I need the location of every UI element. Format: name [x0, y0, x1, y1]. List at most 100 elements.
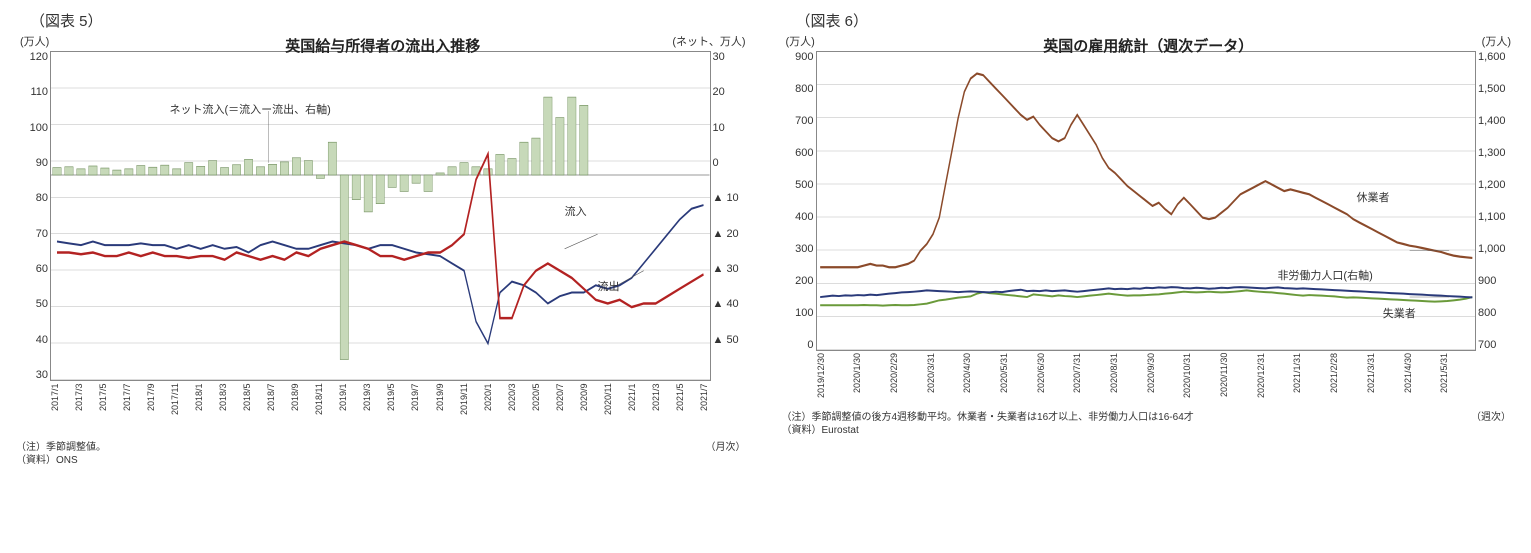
chart6-ytick-left: 300 — [778, 243, 814, 255]
chart5-xtick — [567, 383, 579, 439]
chart5-xtick: 2021/7 — [699, 383, 711, 439]
chart5-xtick — [110, 383, 122, 439]
chart5-xtick: 2019/1 — [338, 383, 350, 439]
chart5-footer: （注）季節調整値。 （資料）ONS （月次） — [10, 441, 756, 467]
chart5-xtick: 2019/7 — [410, 383, 422, 439]
chart6-left-unit: (万人) — [786, 33, 815, 49]
chart6-svg — [817, 52, 1476, 350]
chart5-ytick-left: 80 — [12, 192, 48, 204]
chart5-ytick-right: ▲ 20 — [713, 228, 754, 240]
chart5-left-unit: (万人) — [20, 33, 49, 49]
chart5-xtick: 2017/3 — [74, 383, 86, 439]
chart5-xtick: 2018/7 — [266, 383, 278, 439]
chart6-ytick-left: 0 — [778, 339, 814, 351]
chart6-xtick: 2021/2/28 — [1329, 353, 1366, 409]
chart5-xtick — [615, 383, 627, 439]
chart5-panel: （図表 5） 英国給与所得者の流出入推移 (万人) (ネット、万人) 12011… — [10, 10, 756, 467]
chart6-xtick: 2020/1/30 — [852, 353, 889, 409]
chart6-ytick-left: 800 — [778, 83, 814, 95]
chart5-xtick — [543, 383, 555, 439]
chart5-ytick-right: ▲ 10 — [713, 192, 754, 204]
chart5-xtick — [278, 383, 290, 439]
chart5-svg — [51, 52, 710, 380]
chart5-xtick — [302, 383, 314, 439]
chart5-xtick — [495, 383, 507, 439]
chart5-right-unit: (ネット、万人) — [672, 33, 745, 49]
chart6-plot-row: 9008007006005004003002001000 休業者非労働力人口(右… — [776, 51, 1522, 351]
chart5-ytick-right: ▲ 50 — [713, 334, 754, 346]
chart5-xtick — [398, 383, 410, 439]
chart5-xtick — [422, 383, 434, 439]
chart6-xtick: 2020/12/31 — [1256, 353, 1293, 409]
chart6-xtick: 2020/6/30 — [1036, 353, 1073, 409]
chart6-xtick: 2021/4/30 — [1403, 353, 1440, 409]
chart5-plot-row: 12011010090807060504030 ネット流入(＝流入ー流出、右軸)… — [10, 51, 756, 381]
chart6-xtick: 2021/5/31 — [1439, 353, 1476, 409]
chart6-footer: （注）季節調整値の後方4週移動平均。休業者・失業者は16才以上、非労働力人口は1… — [776, 411, 1522, 437]
chart6-title: 英国の雇用統計（週次データ） — [1043, 35, 1253, 56]
chart5-xtick: 2017/9 — [146, 383, 158, 439]
chart5-xtick: 2020/9 — [579, 383, 591, 439]
chart5-ytick-left: 60 — [12, 263, 48, 275]
chart5-xtick: 2018/3 — [218, 383, 230, 439]
chart5-xtick: 2021/1 — [627, 383, 639, 439]
chart6-foot-freq: （週次） — [1471, 411, 1521, 437]
chart5-foot-freq: （月次） — [706, 441, 756, 467]
chart6-xtick: 2020/10/31 — [1182, 353, 1219, 409]
chart5-xtick: 2018/5 — [242, 383, 254, 439]
chart6-plot-area: 休業者非労働力人口(右軸)失業者 — [816, 51, 1477, 351]
chart5-xtick: 2017/5 — [98, 383, 110, 439]
chart5-ytick-left: 40 — [12, 334, 48, 346]
chart6-xtick: 2020/5/31 — [999, 353, 1036, 409]
chart5-yaxis-left: 12011010090807060504030 — [10, 51, 50, 381]
chart6-xtick: 2020/7/31 — [1072, 353, 1109, 409]
chart5-ytick-left: 90 — [12, 157, 48, 169]
chart5-xtick: 2020/11 — [603, 383, 615, 439]
chart5-xtick — [591, 383, 603, 439]
chart6-xtick: 2021/3/31 — [1366, 353, 1403, 409]
chart6-ytick-left: 900 — [778, 51, 814, 63]
chart5-ytick-right: 10 — [713, 122, 754, 134]
chart6-foot-note: （注）季節調整値の後方4週移動平均。休業者・失業者は16才以上、非労働力人口は1… — [782, 411, 1194, 424]
chart5-ytick-left: 110 — [12, 86, 48, 98]
chart5-xtick: 2018/11 — [314, 383, 326, 439]
chart6-ytick-right: 1,600 — [1478, 51, 1519, 63]
chart6-figure-label: （図表 6） — [776, 10, 1522, 31]
chart5-xtick — [206, 383, 218, 439]
chart5-ytick-left: 120 — [12, 51, 48, 63]
chart6-ytick-right: 1,000 — [1478, 243, 1519, 255]
chart6-ytick-right: 1,200 — [1478, 179, 1519, 191]
chart6-ytick-right: 1,100 — [1478, 211, 1519, 223]
chart6-ytick-left: 100 — [778, 307, 814, 319]
chart6-xtick: 2020/11/30 — [1219, 353, 1256, 409]
chart5-xtick — [62, 383, 74, 439]
chart5-xtick: 2019/11 — [459, 383, 471, 439]
chart6-xtick: 2020/4/30 — [962, 353, 999, 409]
chart5-ytick-left: 50 — [12, 298, 48, 310]
chart5-xtick: 2019/5 — [386, 383, 398, 439]
chart5-xtick — [471, 383, 483, 439]
chart6-xtick: 2020/8/31 — [1109, 353, 1146, 409]
chart5-ytick-right: 30 — [713, 51, 754, 63]
chart6-xtick: 2019/12/30 — [816, 353, 853, 409]
chart6-xtick: 2020/9/30 — [1146, 353, 1183, 409]
chart5-xtick — [687, 383, 699, 439]
chart6-container: 英国の雇用統計（週次データ） (万人) (万人) 900800700600500… — [776, 33, 1522, 437]
chart5-xtick — [134, 383, 146, 439]
chart6-ytick-left: 500 — [778, 179, 814, 191]
chart5-xtick — [374, 383, 386, 439]
chart5-xtick: 2017/7 — [122, 383, 134, 439]
chart5-xtick: 2020/7 — [555, 383, 567, 439]
chart5-xtick — [182, 383, 194, 439]
chart5-xtick — [639, 383, 651, 439]
chart5-ytick-right: ▲ 30 — [713, 263, 754, 275]
chart5-container: 英国給与所得者の流出入推移 (万人) (ネット、万人) 120110100908… — [10, 33, 756, 467]
chart5-ytick-left: 30 — [12, 369, 48, 381]
chart5-xtick: 2018/9 — [290, 383, 302, 439]
chart6-foot-source: （資料）Eurostat — [782, 424, 1194, 437]
chart6-ytick-right: 700 — [1478, 339, 1519, 351]
chart6-ytick-right: 1,400 — [1478, 115, 1519, 127]
chart5-xtick — [663, 383, 675, 439]
chart5-xtick: 2021/5 — [675, 383, 687, 439]
chart5-xtick: 2018/1 — [194, 383, 206, 439]
